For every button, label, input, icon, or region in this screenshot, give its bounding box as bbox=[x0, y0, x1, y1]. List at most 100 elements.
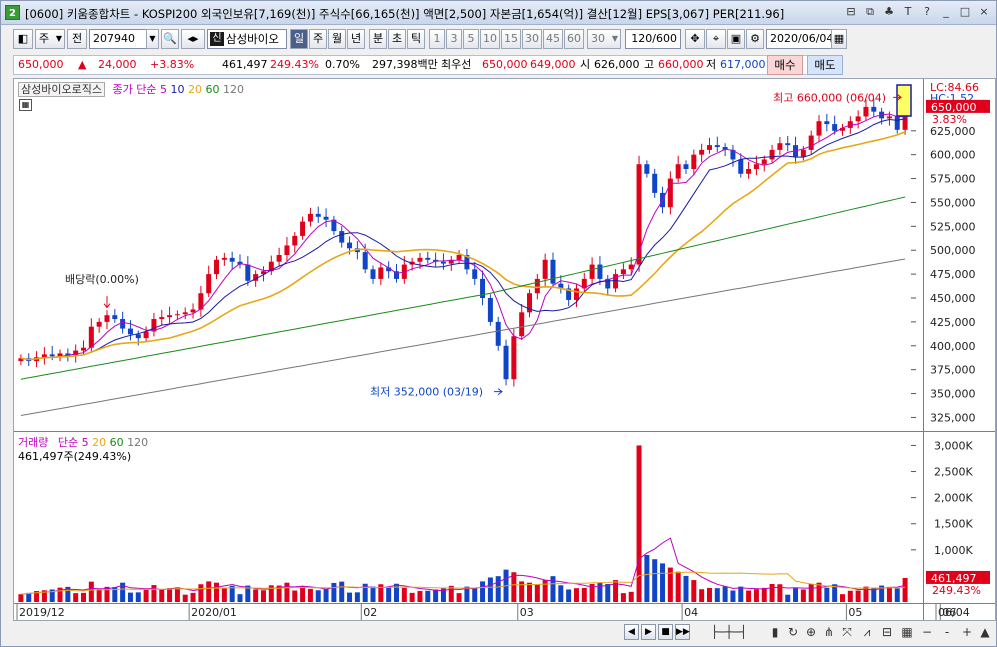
volume-bar bbox=[495, 576, 501, 602]
volume-bar bbox=[300, 586, 306, 602]
candle-body bbox=[127, 328, 133, 335]
volume-bar bbox=[276, 585, 282, 602]
skin-icon[interactable]: ♣ bbox=[884, 5, 894, 18]
minute-15[interactable]: 15 bbox=[501, 29, 521, 49]
candle-body bbox=[620, 269, 626, 275]
cycle-icon[interactable]: ↻ bbox=[787, 625, 799, 639]
volume-bar bbox=[706, 587, 712, 602]
volume-title[interactable]: 거래량 bbox=[18, 436, 49, 449]
volume-bar bbox=[120, 582, 126, 602]
save-icon[interactable]: ▣ bbox=[727, 29, 745, 49]
candle-body bbox=[307, 213, 313, 222]
up-icon[interactable]: ▲ bbox=[980, 625, 990, 639]
link-icon[interactable]: ⊟ bbox=[846, 5, 856, 18]
help-icon[interactable]: ? bbox=[924, 5, 930, 18]
crosshair-icon[interactable]: ⌖ bbox=[706, 29, 726, 49]
quote-high: 660,000 bbox=[658, 58, 704, 71]
settings-icon[interactable]: ⚙ bbox=[746, 29, 764, 49]
minute-select[interactable]: 30 ▼ bbox=[587, 29, 621, 49]
fast-forward-button[interactable]: ▶▶ bbox=[675, 624, 690, 640]
target-icon[interactable]: ⊕ bbox=[805, 625, 817, 639]
tab-tick[interactable]: 틱 bbox=[407, 29, 425, 49]
minute-45[interactable]: 45 bbox=[543, 29, 563, 49]
grid-toggle-icon[interactable]: ▦ bbox=[901, 625, 913, 639]
pattern-icon[interactable]: ⩘ bbox=[863, 625, 871, 639]
scale-icon[interactable]: ⋔ bbox=[823, 625, 835, 639]
scroll-left-button[interactable]: ◀ bbox=[624, 624, 639, 640]
candle-body bbox=[589, 264, 595, 279]
volume-bar bbox=[237, 594, 243, 602]
buy-button[interactable]: 매수 bbox=[767, 55, 803, 75]
tab-second[interactable]: 초 bbox=[388, 29, 406, 49]
market-select[interactable]: 전 bbox=[67, 29, 87, 49]
chart-canvas[interactable]: 625,000 600,000 575,000 550,000 525,000 500,0… bbox=[14, 79, 995, 620]
tab-weekly[interactable]: 주 bbox=[309, 29, 327, 49]
price-tick-label: 500,000 bbox=[930, 244, 976, 257]
tab-monthly[interactable]: 월 bbox=[328, 29, 346, 49]
volume-bar bbox=[847, 590, 853, 602]
scroll-right-button[interactable]: ▶ bbox=[641, 624, 656, 640]
volume-bar bbox=[401, 587, 407, 602]
title-bar[interactable]: 2 [0600] 키움종합차트 - KOSPI200 외국인보유[7,169(천… bbox=[1, 1, 996, 25]
minute-30[interactable]: 30 bbox=[522, 29, 542, 49]
calendar-icon[interactable]: ▦ bbox=[831, 29, 847, 49]
sell-button[interactable]: 매도 bbox=[807, 55, 843, 75]
period-type-select[interactable]: 주 ▼ bbox=[35, 29, 65, 49]
quote-open: 626,000 bbox=[594, 58, 640, 71]
grid-icon[interactable]: ▦ bbox=[19, 99, 32, 111]
pane-divider[interactable] bbox=[14, 431, 995, 432]
candle-body bbox=[41, 354, 47, 358]
minute-60[interactable]: 60 bbox=[564, 29, 584, 49]
speaker-icon[interactable]: ◂▸ bbox=[181, 29, 205, 49]
stock-name-field[interactable]: 신 삼성바이오 bbox=[207, 29, 287, 49]
vol-ma-20-label: 20 bbox=[92, 436, 107, 449]
candle-body bbox=[425, 257, 431, 260]
quote-price: 650,000 bbox=[18, 58, 64, 71]
volume-bar bbox=[699, 589, 705, 602]
window-list-icon[interactable]: ⧉ bbox=[866, 5, 874, 18]
count-input[interactable]: 120/600 bbox=[625, 29, 681, 49]
candle-body bbox=[49, 354, 55, 357]
tab-yearly[interactable]: 년 bbox=[347, 29, 365, 49]
volume-bar bbox=[511, 572, 517, 602]
candle-body bbox=[527, 293, 533, 313]
volume-bar bbox=[245, 585, 251, 602]
code-dropdown-icon[interactable]: ▼ bbox=[146, 29, 159, 49]
candle-body bbox=[746, 169, 752, 174]
tab-minute[interactable]: 분 bbox=[369, 29, 387, 49]
minus-icon[interactable]: − bbox=[921, 625, 933, 639]
font-icon[interactable]: T bbox=[904, 5, 912, 18]
price-tick-label: 350,000 bbox=[930, 388, 976, 401]
volume-bar bbox=[26, 592, 32, 602]
minute-3[interactable]: 3 bbox=[446, 29, 462, 49]
zoom-out-icon[interactable]: - bbox=[944, 625, 950, 639]
stock-code-input[interactable]: 207940 bbox=[89, 29, 147, 49]
drag-icon[interactable]: ✥ bbox=[685, 29, 705, 49]
search-icon[interactable]: 🔍 bbox=[161, 29, 179, 49]
bar-icon[interactable]: ▮ bbox=[771, 625, 779, 639]
minute-10[interactable]: 10 bbox=[480, 29, 500, 49]
chart-area[interactable]: 625,000 600,000 575,000 550,000 525,000 500,0… bbox=[13, 78, 996, 621]
stock-label[interactable]: 삼성바이오로직스 bbox=[18, 82, 105, 97]
minute-5[interactable]: 5 bbox=[463, 29, 479, 49]
volume-legend: 거래량 단순 5 20 60 120 bbox=[18, 434, 148, 450]
volume-bar bbox=[628, 591, 634, 602]
x-tick-label: 05 bbox=[848, 606, 862, 619]
close-icon[interactable]: × bbox=[979, 5, 989, 18]
candle-body bbox=[644, 164, 650, 174]
tile-icon[interactable]: ⊟ bbox=[881, 625, 893, 639]
date-input[interactable]: 2020/06/04 bbox=[766, 29, 833, 49]
price-legend: 삼성바이오로직스 종가 단순 5 10 20 60 120 bbox=[18, 81, 244, 97]
maximize-icon[interactable]: □ bbox=[959, 5, 971, 18]
volume-bar bbox=[558, 585, 564, 602]
minute-1[interactable]: 1 bbox=[429, 29, 445, 49]
fit-icon[interactable]: ⤧ bbox=[842, 625, 852, 639]
volume-bar bbox=[57, 587, 63, 602]
plus-icon[interactable]: + bbox=[961, 625, 973, 639]
stop-button[interactable]: ■ bbox=[658, 624, 673, 640]
layout-icon[interactable]: ◧ bbox=[13, 29, 33, 49]
minimize-icon[interactable]: _ bbox=[943, 5, 949, 18]
volume-bar bbox=[839, 594, 845, 602]
tab-daily[interactable]: 일 bbox=[290, 29, 308, 49]
zoom-slider-icon[interactable]: ├─┼─┤ bbox=[710, 625, 748, 639]
